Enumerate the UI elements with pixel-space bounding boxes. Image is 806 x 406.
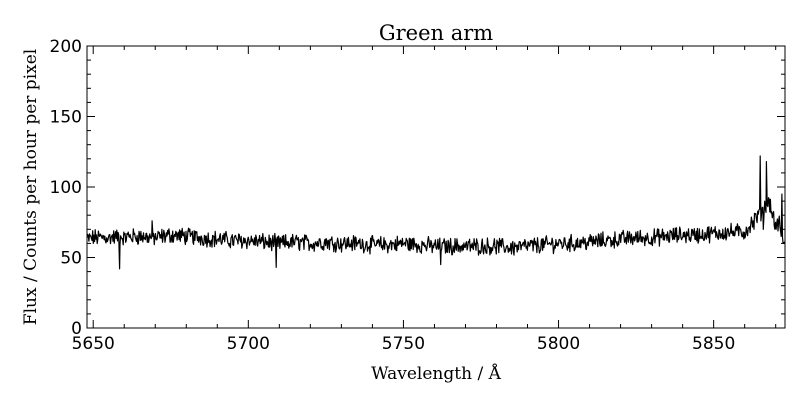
- y-tick-label: 0: [71, 319, 82, 339]
- y-tick-label: 200: [50, 37, 82, 57]
- x-tick-label: 5850: [692, 334, 735, 354]
- y-tick-label: 50: [60, 249, 82, 269]
- plot-frame: [86, 45, 786, 329]
- y-axis-label: Flux / Counts per hour per pixel: [21, 49, 41, 325]
- y-tick-label: 100: [50, 178, 82, 198]
- x-axis-label: Wavelength / Å: [371, 363, 501, 384]
- chart-title: Green arm: [379, 21, 493, 45]
- x-axis: 5650 5700 5750 5800 5850: [72, 46, 777, 354]
- y-tick-label: 150: [50, 108, 82, 128]
- x-tick-label: 5700: [227, 334, 270, 354]
- spectrum-line: [86, 155, 786, 270]
- x-tick-label: 5800: [537, 334, 580, 354]
- y-axis: 0 50 100 150 200: [50, 37, 785, 339]
- x-tick-label: 5750: [382, 334, 425, 354]
- x-tick-label: 5650: [72, 334, 115, 354]
